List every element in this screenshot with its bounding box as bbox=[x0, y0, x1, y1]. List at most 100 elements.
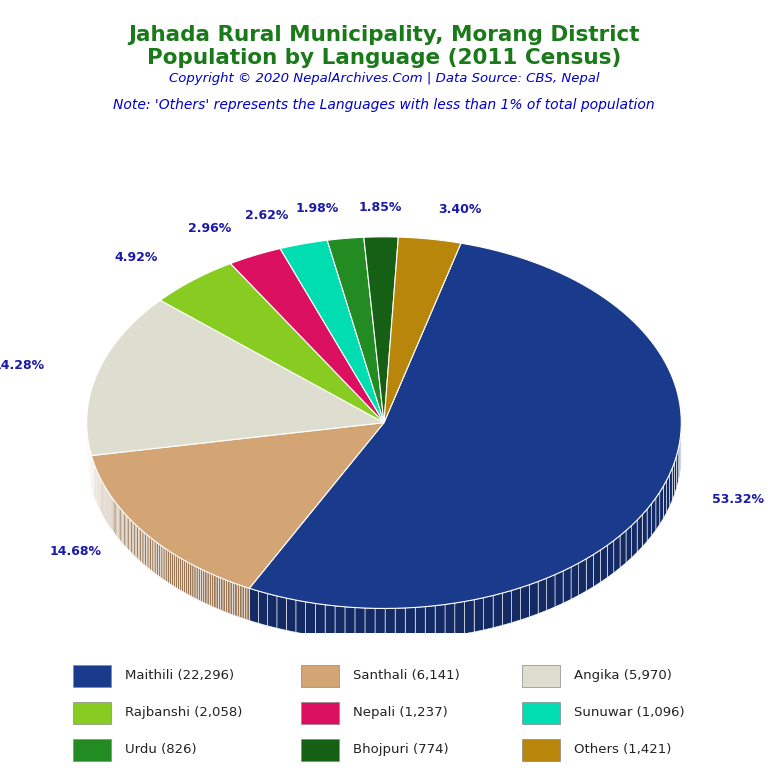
Polygon shape bbox=[620, 531, 626, 568]
Polygon shape bbox=[586, 554, 594, 591]
Polygon shape bbox=[547, 574, 555, 611]
Polygon shape bbox=[435, 604, 445, 638]
Polygon shape bbox=[230, 581, 233, 614]
Polygon shape bbox=[205, 571, 207, 604]
FancyBboxPatch shape bbox=[73, 665, 111, 687]
Polygon shape bbox=[91, 422, 384, 588]
Polygon shape bbox=[563, 567, 571, 603]
Polygon shape bbox=[177, 556, 180, 590]
Text: 2.96%: 2.96% bbox=[188, 222, 231, 235]
Polygon shape bbox=[108, 492, 109, 526]
Polygon shape bbox=[674, 456, 677, 495]
Polygon shape bbox=[122, 511, 124, 545]
Polygon shape bbox=[670, 468, 672, 506]
Polygon shape bbox=[100, 478, 101, 511]
Polygon shape bbox=[134, 523, 135, 557]
Polygon shape bbox=[233, 582, 235, 615]
Polygon shape bbox=[116, 503, 118, 537]
Polygon shape bbox=[632, 520, 637, 558]
Text: 4.92%: 4.92% bbox=[114, 251, 158, 264]
Text: Santhali (6,141): Santhali (6,141) bbox=[353, 670, 459, 682]
Polygon shape bbox=[164, 548, 166, 581]
Polygon shape bbox=[626, 525, 632, 563]
Polygon shape bbox=[286, 598, 296, 632]
Polygon shape bbox=[150, 537, 151, 571]
Polygon shape bbox=[137, 526, 138, 559]
Polygon shape bbox=[502, 591, 511, 625]
Polygon shape bbox=[555, 571, 563, 607]
Polygon shape bbox=[200, 569, 203, 602]
Polygon shape bbox=[180, 558, 181, 591]
Polygon shape bbox=[247, 588, 250, 621]
Polygon shape bbox=[158, 544, 161, 578]
Polygon shape bbox=[237, 584, 240, 617]
Polygon shape bbox=[99, 475, 100, 510]
Polygon shape bbox=[209, 573, 211, 606]
FancyBboxPatch shape bbox=[301, 739, 339, 760]
Text: 1.85%: 1.85% bbox=[359, 200, 402, 214]
Polygon shape bbox=[225, 580, 227, 613]
Text: Rajbanshi (2,058): Rajbanshi (2,058) bbox=[124, 707, 242, 719]
Polygon shape bbox=[181, 558, 184, 592]
Polygon shape bbox=[214, 575, 216, 608]
Polygon shape bbox=[186, 561, 187, 594]
Polygon shape bbox=[184, 560, 186, 593]
Polygon shape bbox=[146, 535, 148, 568]
FancyBboxPatch shape bbox=[522, 665, 560, 687]
Polygon shape bbox=[365, 608, 375, 641]
Polygon shape bbox=[601, 545, 607, 582]
Text: Sunuwar (1,096): Sunuwar (1,096) bbox=[574, 707, 685, 719]
Polygon shape bbox=[571, 563, 579, 599]
Polygon shape bbox=[511, 588, 521, 623]
Polygon shape bbox=[121, 509, 122, 543]
Polygon shape bbox=[161, 263, 384, 422]
Text: Copyright © 2020 NepalArchives.Com | Data Source: CBS, Nepal: Copyright © 2020 NepalArchives.Com | Dat… bbox=[169, 72, 599, 85]
Polygon shape bbox=[106, 489, 108, 523]
Text: Nepali (1,237): Nepali (1,237) bbox=[353, 707, 448, 719]
FancyBboxPatch shape bbox=[301, 665, 339, 687]
Polygon shape bbox=[325, 604, 335, 638]
FancyBboxPatch shape bbox=[73, 702, 111, 723]
Polygon shape bbox=[101, 481, 102, 515]
Polygon shape bbox=[364, 237, 399, 422]
Polygon shape bbox=[211, 574, 214, 607]
Polygon shape bbox=[474, 598, 484, 632]
Text: Maithili (22,296): Maithili (22,296) bbox=[124, 670, 234, 682]
Polygon shape bbox=[647, 504, 651, 541]
Polygon shape bbox=[529, 581, 538, 617]
Polygon shape bbox=[98, 474, 99, 508]
Polygon shape bbox=[375, 608, 385, 641]
Polygon shape bbox=[161, 545, 162, 578]
Polygon shape bbox=[194, 565, 196, 599]
Polygon shape bbox=[660, 486, 664, 525]
Polygon shape bbox=[594, 550, 601, 587]
Polygon shape bbox=[385, 608, 395, 641]
FancyBboxPatch shape bbox=[301, 702, 339, 723]
Polygon shape bbox=[196, 567, 198, 600]
Polygon shape bbox=[425, 606, 435, 639]
Polygon shape bbox=[114, 500, 115, 534]
Polygon shape bbox=[170, 551, 171, 584]
Polygon shape bbox=[250, 588, 258, 624]
Polygon shape bbox=[120, 508, 121, 541]
Polygon shape bbox=[175, 555, 177, 588]
Polygon shape bbox=[157, 542, 158, 576]
Polygon shape bbox=[227, 581, 230, 614]
Polygon shape bbox=[129, 518, 131, 552]
Polygon shape bbox=[198, 568, 200, 601]
Polygon shape bbox=[153, 540, 155, 573]
Polygon shape bbox=[465, 600, 474, 634]
Text: 14.68%: 14.68% bbox=[50, 545, 101, 558]
Text: 53.32%: 53.32% bbox=[713, 493, 764, 506]
Polygon shape bbox=[162, 546, 164, 580]
Polygon shape bbox=[493, 593, 502, 627]
Polygon shape bbox=[395, 608, 406, 641]
Polygon shape bbox=[223, 579, 225, 612]
Text: Urdu (826): Urdu (826) bbox=[124, 743, 197, 756]
Polygon shape bbox=[148, 535, 150, 569]
Polygon shape bbox=[102, 482, 104, 516]
Polygon shape bbox=[296, 600, 306, 634]
Polygon shape bbox=[113, 498, 114, 532]
Polygon shape bbox=[127, 517, 129, 551]
Polygon shape bbox=[607, 541, 614, 578]
